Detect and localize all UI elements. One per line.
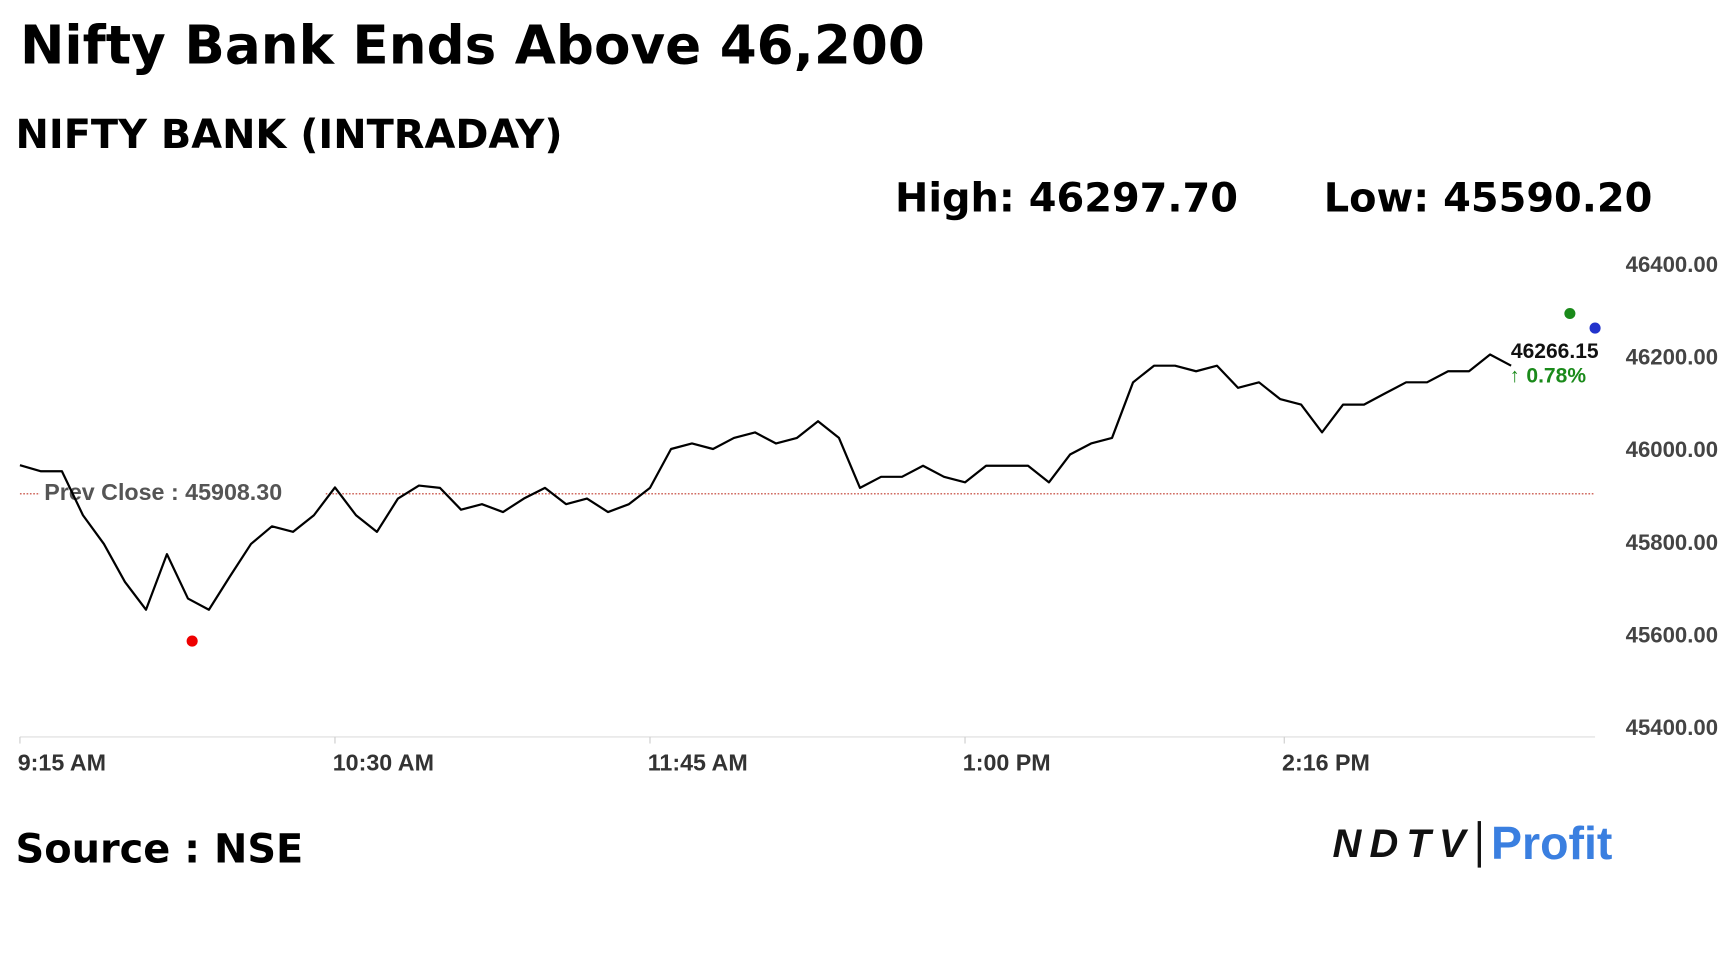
logo-right: Profit [1491, 817, 1612, 869]
source: Source : NSE [16, 827, 304, 873]
high-marker [1564, 307, 1576, 320]
x-tick-label: 2:16 PM [1282, 750, 1370, 776]
y-tick-label: 46400.00 [1626, 252, 1718, 277]
logo-left: NDTV [1333, 822, 1469, 866]
change-label: 0.78% [1526, 364, 1586, 387]
last-marker [1589, 322, 1601, 334]
change-arrow: ↑ [1510, 365, 1520, 387]
chart-subtitle: NIFTY BANK (INTRADAY) [16, 112, 563, 158]
y-tick-label: 45400.00 [1626, 715, 1718, 740]
y-tick-label: 45600.00 [1626, 622, 1718, 647]
x-tick-label: 1:00 PM [963, 750, 1051, 776]
low-label: Low: 45590.20 [1324, 175, 1653, 221]
last-price: 46266.15 [1511, 340, 1599, 363]
y-tick-label: 45800.00 [1626, 530, 1718, 555]
x-tick-label: 11:45 AM [648, 750, 748, 776]
x-tick-label: 10:30 AM [333, 750, 434, 776]
low-marker [186, 635, 198, 647]
y-tick-label: 46200.00 [1626, 345, 1718, 370]
y-tick-label: 46000.00 [1626, 437, 1718, 462]
high-label: High: 46297.70 [895, 175, 1238, 221]
logo-divider [1477, 821, 1481, 868]
prev-close-bg [39, 479, 326, 509]
prev-close-label: Prev Close : 45908.30 [44, 479, 282, 505]
chart-title: Nifty Bank Ends Above 46,200 [20, 15, 925, 77]
price-line [19, 353, 1512, 611]
x-tick-label: 9:15 AM [18, 750, 106, 776]
